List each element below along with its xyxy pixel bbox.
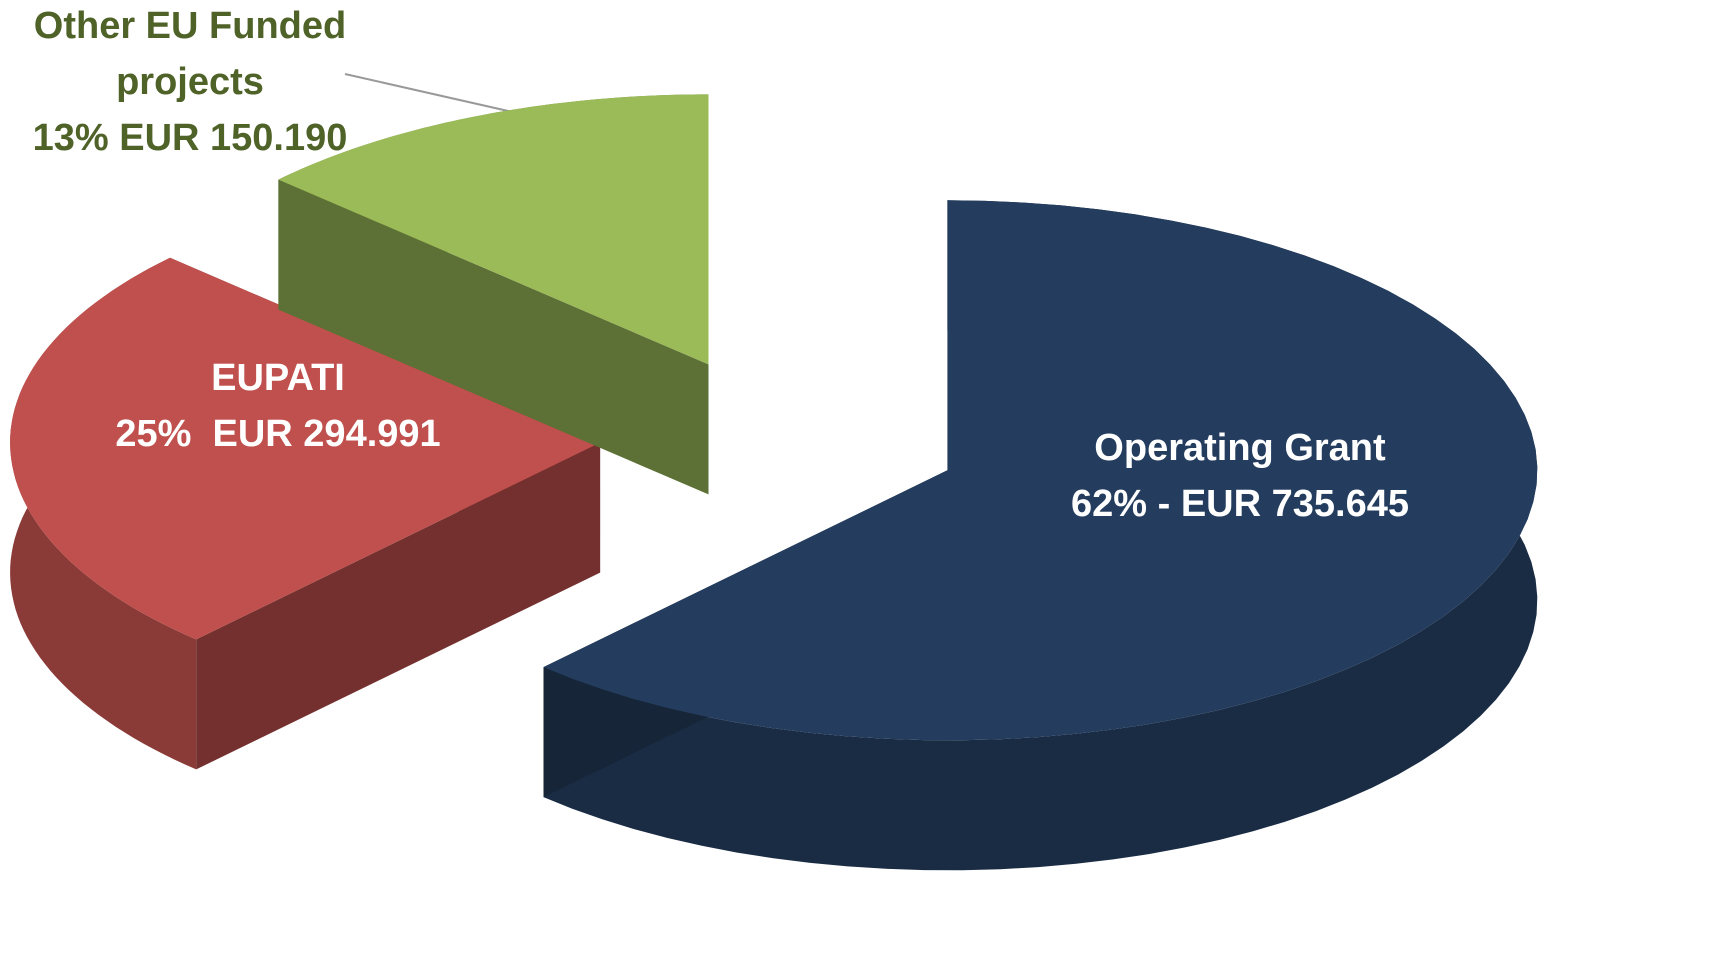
category-label: Other EU Funded projects [33,5,347,103]
data-label: EUPATI 25% EUR 294.991 [115,350,440,462]
category-label: Operating Grant [1094,427,1386,469]
data-label: Operating Grant 62% - EUR 735.645 [1071,420,1409,532]
slice [543,200,1538,741]
slice [10,257,601,640]
data-label: Other EU Funded projects 13% EUR 150.190 [15,0,365,166]
category-label: EUPATI [211,357,345,399]
value-label: 13% EUR 150.190 [32,117,348,159]
value-label: 62% - EUR 735.645 [1071,483,1409,525]
value-label: 25% EUR 294.991 [115,413,441,455]
slice-side [278,179,709,495]
slice [278,94,709,365]
